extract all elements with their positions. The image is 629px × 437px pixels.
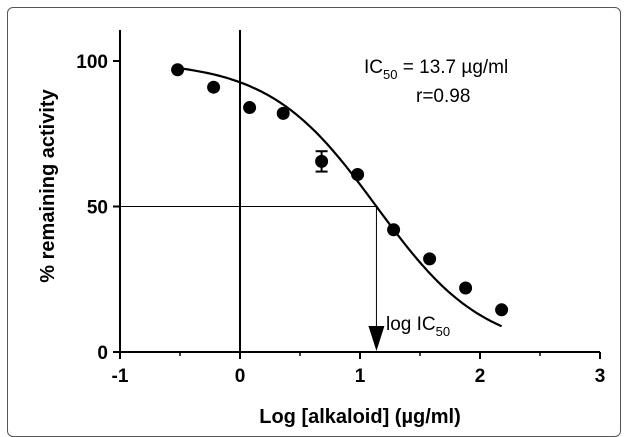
- data-point-8: [459, 281, 473, 295]
- x-tick-label-4: 3: [595, 366, 606, 387]
- data-point-1: [207, 80, 221, 94]
- y-tick-label-2: 100: [76, 52, 108, 73]
- y-axis-label: % remaining activity: [37, 88, 59, 282]
- x-tick-label-3: 2: [475, 366, 486, 387]
- data-point-2: [243, 101, 257, 115]
- sigmoid-fit-line: [177, 66, 503, 328]
- data-point-5: [351, 167, 365, 181]
- data-point-9: [495, 303, 509, 317]
- y-tick-label-0: 0: [97, 343, 108, 364]
- x-tick-label-1: 0: [235, 366, 246, 387]
- ic50-annotation-value: = 13.7 µg/ml: [397, 57, 508, 78]
- log-ic50-arrowhead: [368, 326, 385, 351]
- data-point-0: [171, 63, 185, 77]
- data-point-3: [276, 106, 290, 120]
- ic50-annotation: IC50 = 13.7 µg/ml: [364, 57, 508, 82]
- r-value-annotation: r=0.98: [416, 86, 470, 107]
- data-point-7: [423, 252, 437, 266]
- data-point-6: [387, 223, 401, 237]
- x-tick-label-0: -1: [112, 366, 129, 387]
- x-tick-label-2: 1: [355, 366, 366, 387]
- x-axis-label: Log [alkaloid] (µg/ml): [259, 406, 461, 428]
- log-ic50-annotation-prefix: log IC: [386, 314, 436, 335]
- data-point-4: [315, 154, 329, 168]
- ic50-annotation-subscript: 50: [383, 67, 397, 82]
- data-points: [171, 63, 509, 317]
- y-tick-label-1: 50: [87, 198, 108, 219]
- reference-lines: [120, 206, 385, 351]
- log-ic50-annotation-subscript: 50: [436, 324, 450, 339]
- fit-curve-group: [177, 66, 503, 328]
- ic50-annotation-prefix: IC: [364, 57, 383, 78]
- log-ic50-annotation: log IC50: [386, 314, 450, 339]
- axes: [113, 30, 601, 359]
